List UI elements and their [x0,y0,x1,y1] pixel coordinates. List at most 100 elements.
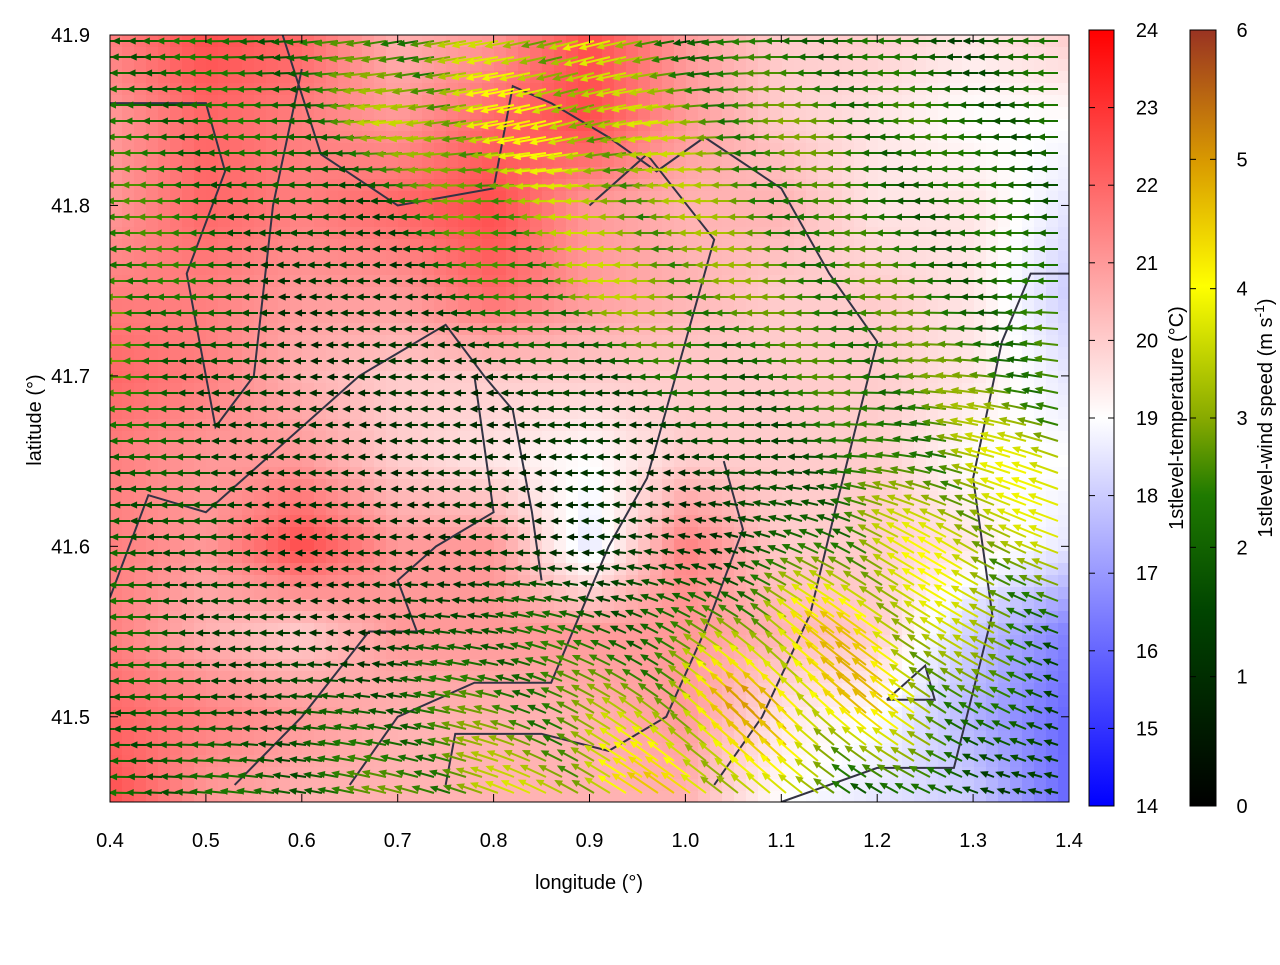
heatmap-cell [878,299,891,312]
heatmap-cell [998,59,1011,72]
heatmap-cell [218,203,231,216]
heatmap-cell [218,251,231,264]
heatmap-cell [662,251,675,264]
heatmap-cell [698,59,711,72]
heatmap-cell [386,59,399,72]
heatmap-cell [314,251,327,264]
heatmap-cell [374,347,387,360]
heatmap-cell [878,107,891,120]
heatmap-cell [134,347,147,360]
heatmap-cell [110,779,123,792]
heatmap-cell [794,443,807,456]
heatmap-cell [434,251,447,264]
heatmap-cell [962,107,975,120]
heatmap-cell [830,299,843,312]
heatmap-cell [254,587,267,600]
heatmap-cell [806,347,819,360]
heatmap-cell [698,395,711,408]
heatmap-cell [434,395,447,408]
heatmap-cell [830,203,843,216]
heatmap-cell [278,395,291,408]
heatmap-cell [122,107,135,120]
heatmap-cell [626,299,639,312]
heatmap-cell [794,395,807,408]
heatmap-cell [194,299,207,312]
heatmap-cell [326,203,339,216]
heatmap-cell [302,299,315,312]
heatmap-cell [350,587,363,600]
heatmap-cell [950,107,963,120]
heatmap-cell [230,587,243,600]
heatmap-cell [386,299,399,312]
heatmap-cell [854,299,867,312]
heatmap-cell [422,203,435,216]
heatmap-cell [890,251,903,264]
heatmap-cell [830,59,843,72]
heatmap-cell [1046,59,1059,72]
heatmap-cell [278,251,291,264]
heatmap-cell [134,299,147,312]
heatmap-cell [674,443,687,456]
heatmap-cell [434,623,447,636]
heatmap-cell [674,107,687,120]
heatmap-cell [458,95,471,108]
heatmap-cell [530,347,543,360]
heatmap-cell [398,83,411,96]
heatmap-cell [566,491,579,504]
heatmap-cell [554,47,567,60]
heatmap-cell [482,347,495,360]
heatmap-cell [854,203,867,216]
heatmap-cell [338,155,351,168]
heatmap-cell [326,443,339,456]
heatmap-cell [842,731,855,744]
heatmap-cell [722,251,735,264]
heatmap-cell [314,107,327,120]
heatmap-cell [194,107,207,120]
heatmap-cell [122,299,135,312]
heatmap-cell [710,491,723,504]
heatmap-cell [974,59,987,72]
heatmap-cell [374,203,387,216]
heatmap-cell [962,299,975,312]
heatmap-cell [530,251,543,264]
heatmap-cell [998,71,1011,84]
heatmap-cell [758,395,771,408]
heatmap-cell [638,395,651,408]
heatmap-cell [1046,107,1059,120]
heatmap-cell [254,443,267,456]
heatmap-cell [698,299,711,312]
heatmap-cell [602,395,615,408]
heatmap-cell [398,539,411,552]
heatmap-cell [146,107,159,120]
heatmap-cell [278,347,291,360]
heatmap-cell [170,107,183,120]
heatmap-cell [350,395,363,408]
heatmap-cell [254,683,267,696]
heatmap-cell [422,395,435,408]
heatmap-cell [878,251,891,264]
heatmap-cell [170,155,183,168]
heatmap-cell [938,203,951,216]
heatmap-cell [446,587,459,600]
heatmap-cell [122,155,135,168]
heatmap-cell [350,299,363,312]
heatmap-cell [194,683,207,696]
heatmap-cell [362,443,375,456]
heatmap-cell [566,83,579,96]
heatmap-cell [866,107,879,120]
heatmap-cell [410,347,423,360]
heatmap-cell [710,155,723,168]
heatmap-cell [278,59,291,72]
heatmap-cell [974,203,987,216]
heatmap-cell [578,299,591,312]
heatmap-cell [362,683,375,696]
heatmap-cell [110,155,123,168]
heatmap-cell [470,539,483,552]
heatmap-cell [122,251,135,264]
heatmap-cell [710,59,723,72]
heatmap-cell [566,347,579,360]
heatmap-cell [926,59,939,72]
heatmap-cell [230,155,243,168]
heatmap-cell [110,539,123,552]
heatmap-cell [554,203,567,216]
